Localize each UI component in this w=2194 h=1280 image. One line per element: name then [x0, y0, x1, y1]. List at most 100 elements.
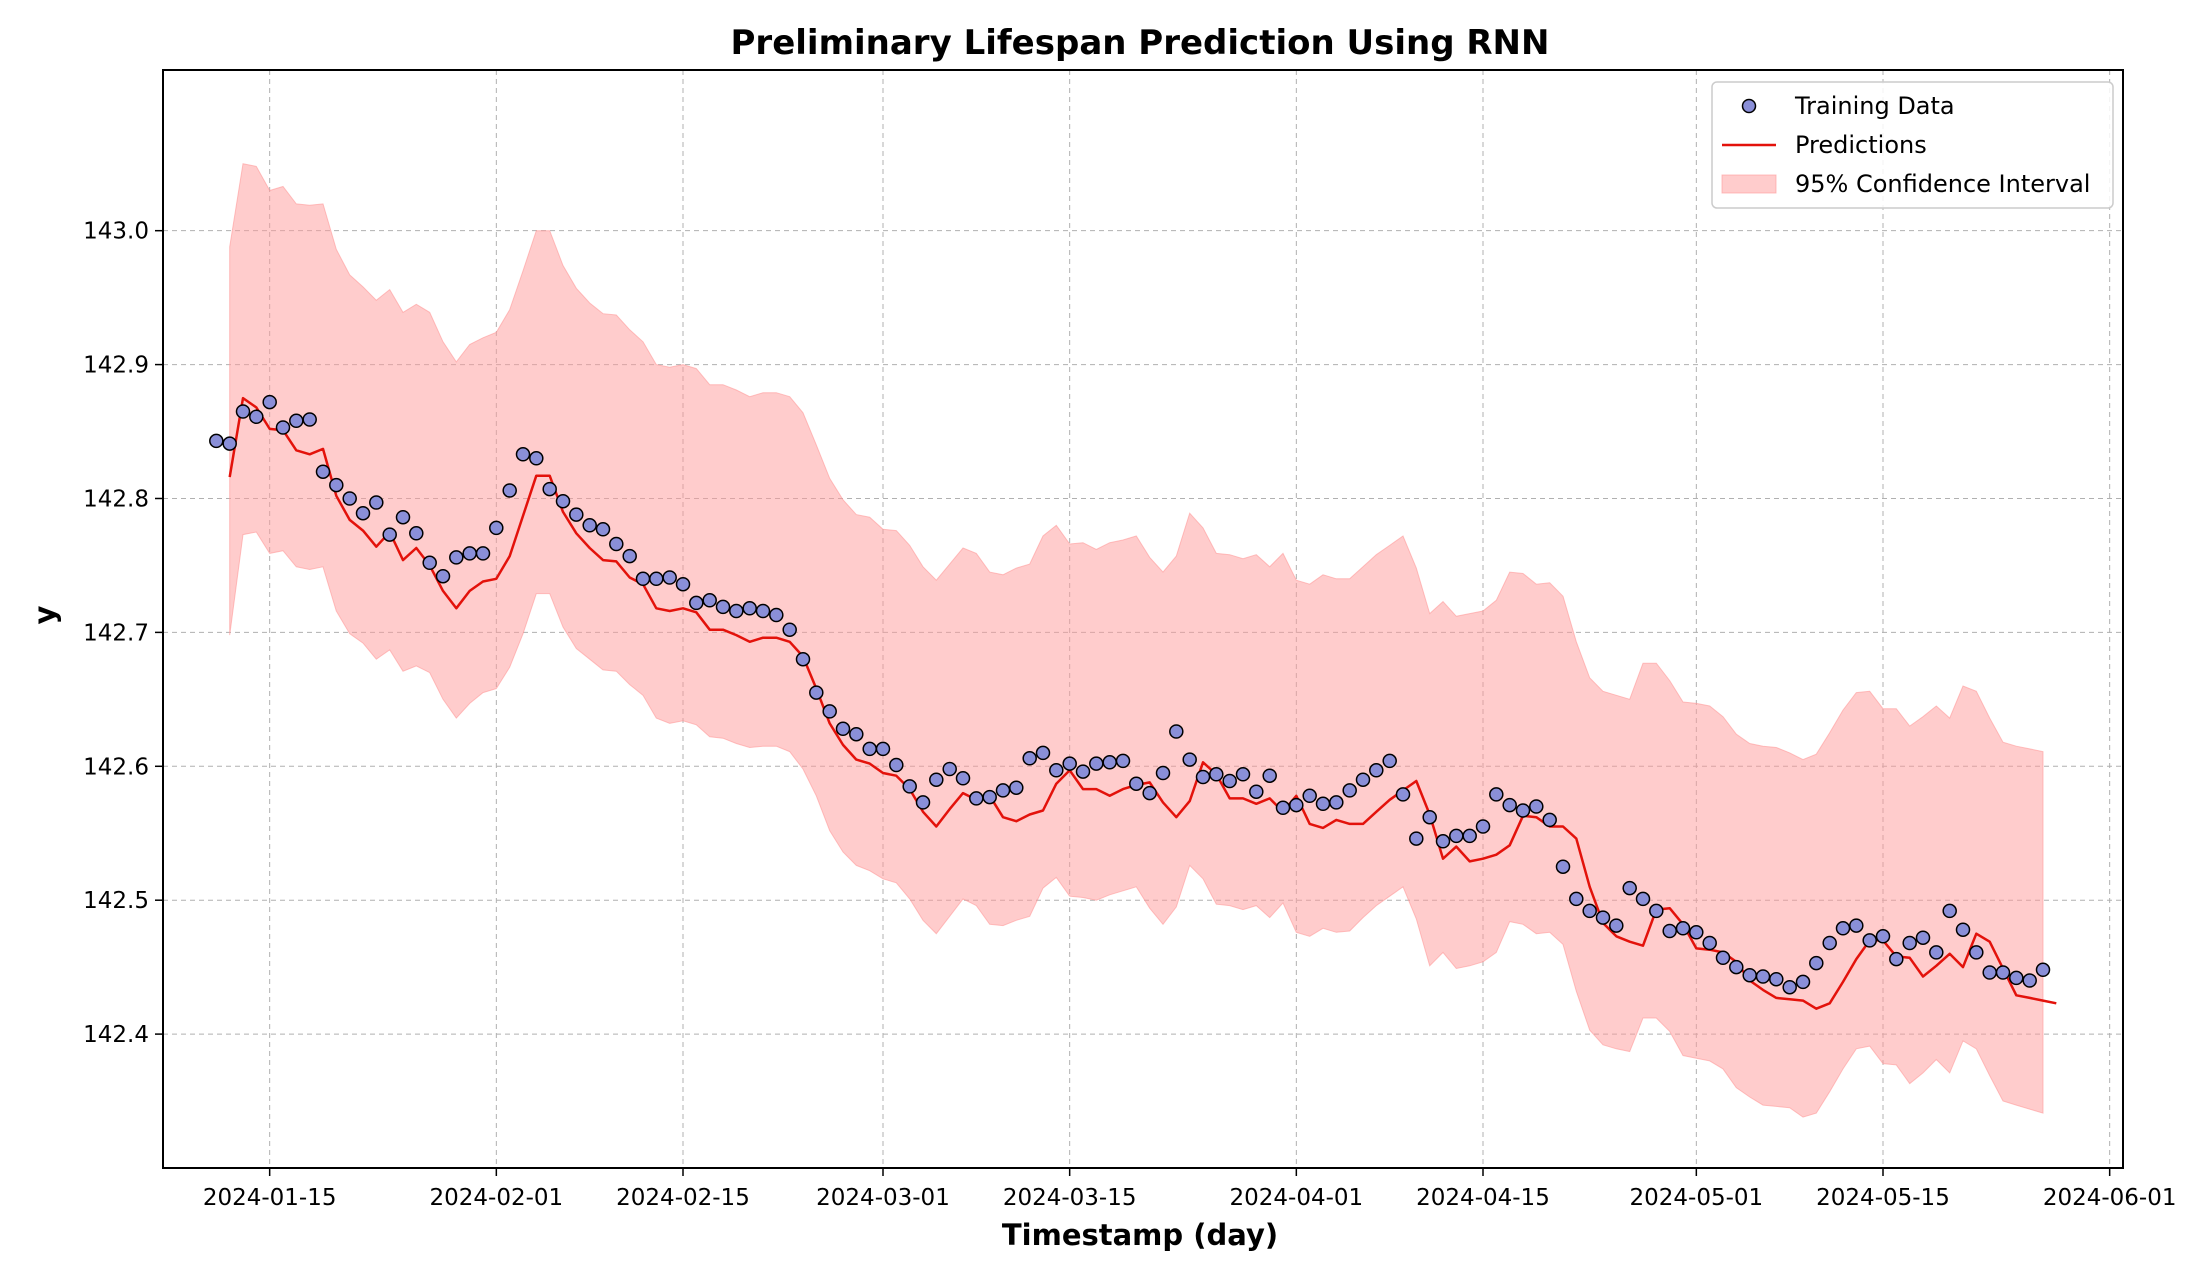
- training-point: [902, 779, 917, 794]
- training-point: [1169, 724, 1184, 739]
- legend-marker-training: [1741, 98, 1757, 114]
- training-point: [1942, 903, 1957, 919]
- training-point: [1382, 753, 1397, 769]
- training-point: [822, 704, 837, 719]
- training-point: [982, 789, 997, 805]
- training-point: [1555, 859, 1571, 874]
- training-point: [1009, 780, 1024, 795]
- training-point: [2035, 962, 2051, 978]
- training-point: [1235, 767, 1251, 782]
- training-point: [1875, 929, 1891, 944]
- training-point: [1582, 903, 1597, 919]
- training-point: [235, 404, 251, 419]
- training-point: [835, 721, 851, 737]
- training-point: [462, 546, 477, 561]
- x-axis-label: Timestamp (day): [1002, 1218, 1278, 1252]
- training-point: [1035, 745, 1051, 761]
- chart-title: Preliminary Lifespan Prediction Using RN…: [731, 23, 1550, 63]
- training-point: [929, 772, 944, 787]
- training-point: [569, 507, 584, 522]
- training-point: [1889, 951, 1904, 967]
- x-tick-label: 2024-05-15: [1816, 1185, 1950, 1211]
- training-point: [1155, 765, 1171, 781]
- training-point: [782, 622, 797, 637]
- training-point: [942, 761, 957, 777]
- training-point: [382, 527, 397, 542]
- legend-label-predictions: Predictions: [1795, 131, 1927, 159]
- training-point: [995, 783, 1011, 798]
- training-point: [702, 593, 717, 608]
- training-point: [635, 571, 651, 587]
- x-tick-label: 2024-06-01: [2043, 1185, 2177, 1211]
- training-points-layer: [209, 394, 2051, 995]
- training-point: [1969, 945, 1984, 960]
- training-point: [1955, 922, 1971, 937]
- training-point: [1769, 971, 1784, 987]
- training-point: [1022, 751, 1037, 766]
- training-point: [1822, 935, 1837, 951]
- training-point: [1182, 752, 1197, 767]
- training-point: [409, 526, 424, 541]
- training-point: [449, 550, 464, 565]
- training-point: [1449, 828, 1464, 844]
- training-point: [1129, 776, 1144, 791]
- training-point: [1435, 834, 1451, 849]
- training-point: [209, 433, 224, 449]
- training-point: [1835, 921, 1851, 936]
- training-point: [222, 436, 237, 451]
- training-point: [1862, 933, 1877, 948]
- training-point: [1395, 787, 1411, 802]
- training-point: [875, 741, 891, 757]
- training-point: [1475, 819, 1491, 834]
- training-point: [1502, 797, 1517, 813]
- training-point: [1249, 784, 1264, 799]
- x-tick-label: 2024-03-01: [816, 1185, 950, 1211]
- training-point: [1702, 935, 1717, 951]
- training-point: [809, 685, 824, 700]
- training-point: [1222, 773, 1237, 789]
- training-point: [1115, 753, 1131, 769]
- training-point: [1649, 903, 1664, 919]
- training-point: [595, 522, 611, 537]
- y-tick-label: 142.5: [83, 888, 149, 914]
- training-point: [1809, 955, 1824, 971]
- training-point: [515, 447, 531, 462]
- training-point: [649, 571, 664, 587]
- legend-marker-interval: [1721, 174, 1777, 194]
- training-point: [329, 477, 344, 493]
- training-point: [675, 576, 691, 592]
- training-point: [1595, 910, 1611, 925]
- training-point: [1715, 950, 1731, 966]
- y-tick-label: 142.6: [83, 754, 149, 780]
- training-point: [369, 495, 384, 510]
- legend-box: [1711, 81, 2114, 209]
- training-point: [489, 520, 504, 536]
- training-point: [1275, 800, 1291, 816]
- training-point: [662, 570, 677, 585]
- y-tick-label: 143.0: [83, 219, 149, 245]
- training-point: [609, 536, 624, 552]
- training-point: [1995, 965, 2011, 980]
- training-point: [1315, 796, 1331, 812]
- training-point: [289, 413, 304, 429]
- training-point: [1782, 979, 1797, 995]
- x-tick-label: 2024-04-01: [1229, 1185, 1363, 1211]
- training-point: [915, 795, 931, 810]
- training-point: [729, 603, 744, 619]
- confidence-band: [229, 163, 2044, 1118]
- x-tick-label: 2024-05-01: [1629, 1185, 1763, 1211]
- legend-label-interval: 95% Confidence Interval: [1795, 170, 2090, 198]
- training-point: [1515, 803, 1531, 818]
- training-point: [969, 791, 984, 806]
- training-point: [1409, 831, 1424, 846]
- training-point: [1302, 788, 1317, 804]
- training-point: [502, 483, 517, 498]
- training-point: [249, 409, 264, 425]
- legend-label-training: Training Data: [1794, 92, 1955, 120]
- training-point: [1355, 772, 1371, 787]
- training-point: [1102, 755, 1117, 770]
- training-point: [715, 599, 731, 615]
- training-point: [742, 601, 757, 616]
